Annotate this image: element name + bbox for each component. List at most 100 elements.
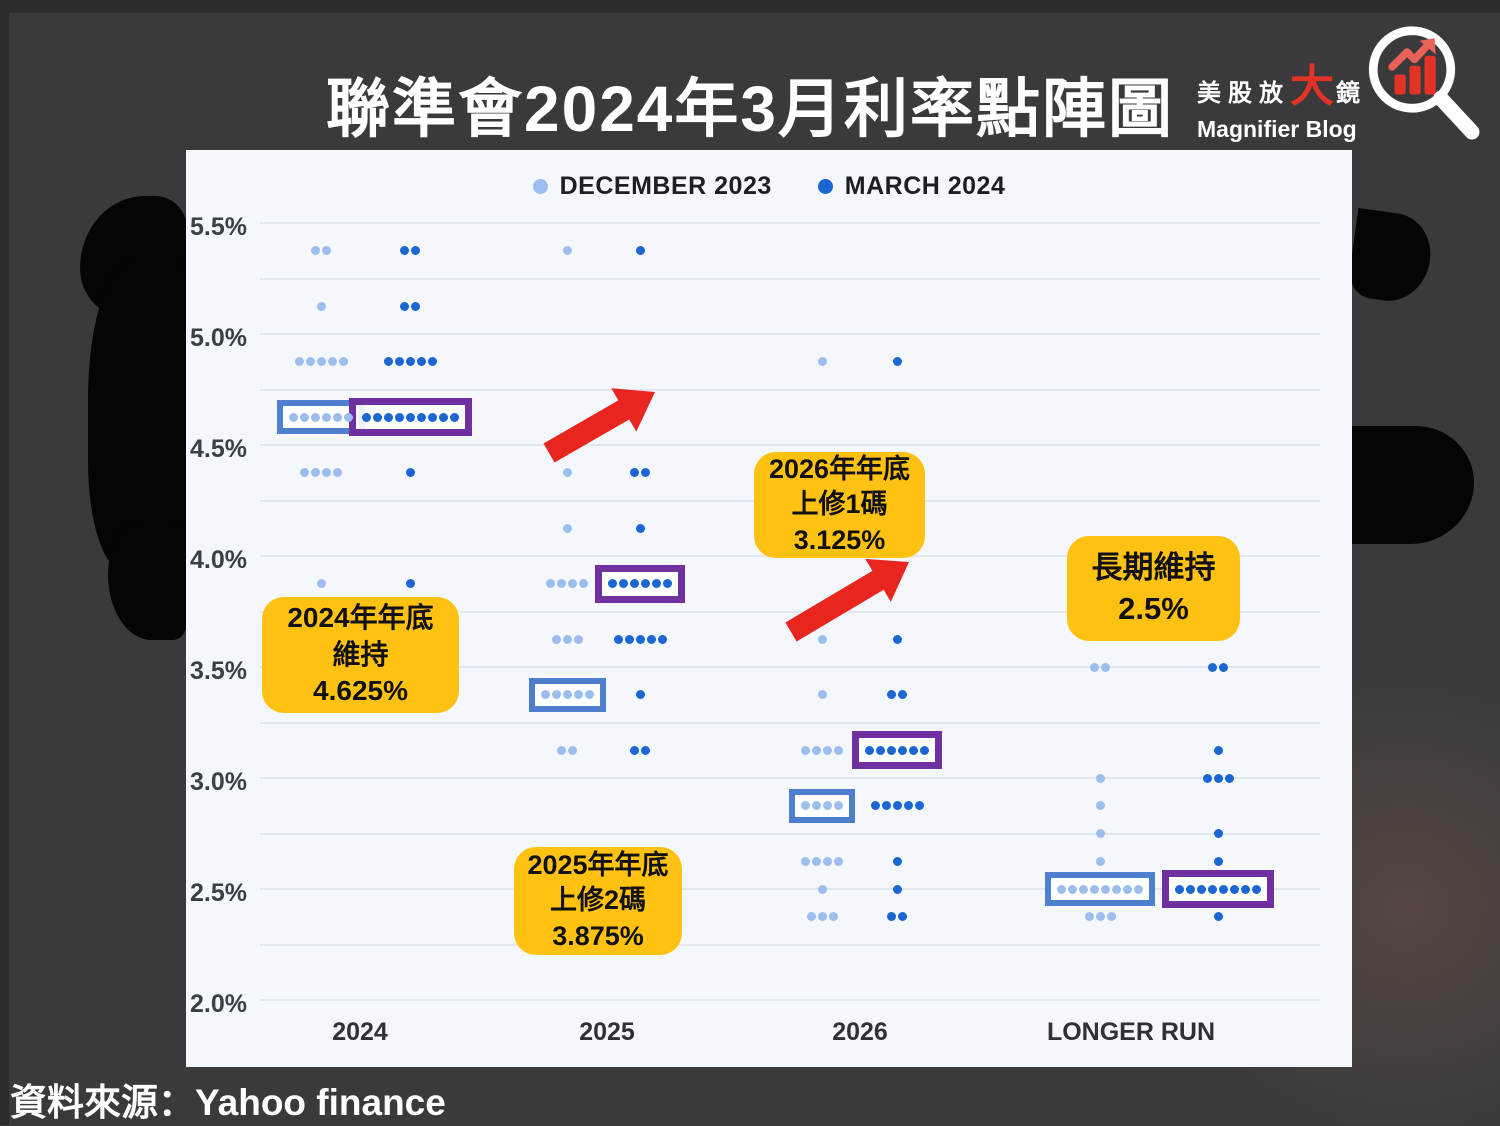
- dot-dec: [316, 579, 326, 589]
- callout-2025: 2025年年底 上修2碼 3.875%: [514, 847, 682, 955]
- dot-dec: [834, 745, 843, 755]
- dot-mar: [1208, 662, 1217, 672]
- dot-mar: [1219, 884, 1228, 894]
- gridline: [260, 333, 1320, 335]
- dot-dec: [568, 579, 577, 589]
- x-axis-category-label: 2026: [832, 1018, 888, 1046]
- gridline: [260, 832, 1320, 835]
- dot-dec: [801, 856, 810, 866]
- dot-dec: [562, 690, 572, 700]
- dot-dec: [1090, 884, 1099, 894]
- callout-line: 2.5%: [1118, 590, 1189, 626]
- dot-dec: [289, 412, 298, 422]
- dot-dec: [1095, 829, 1105, 838]
- dot-mar: [641, 745, 650, 755]
- dot-dec: [546, 579, 555, 589]
- dot-mar: [405, 412, 415, 422]
- dot-mar: [646, 634, 656, 644]
- dot-mar: [630, 579, 639, 589]
- dot-mar: [427, 357, 437, 367]
- logo-accent-char: 大: [1290, 62, 1336, 111]
- dot-mar: [405, 357, 415, 367]
- dot-mar: [898, 745, 907, 755]
- dot-mar: [619, 579, 628, 589]
- dot-dec: [338, 357, 348, 367]
- dot-mar: [892, 357, 902, 367]
- callout-2026: 2026年年底 上修1碼 3.125%: [754, 452, 925, 558]
- dot-mar: [870, 801, 880, 811]
- dot-mar: [635, 523, 645, 533]
- gridline: [260, 777, 1320, 779]
- dot-dec: [344, 412, 353, 422]
- dot-dec: [562, 523, 572, 533]
- dot-mar: [892, 884, 902, 894]
- dot-mar: [909, 745, 918, 755]
- dot-mar: [892, 856, 902, 866]
- background-silhouette-left: [88, 260, 188, 570]
- legend-march-dot-icon: [817, 179, 833, 194]
- dot-mar: [405, 468, 415, 478]
- callout-2024: 2024年年底 維持 4.625%: [262, 597, 459, 713]
- dot-dec: [823, 856, 832, 866]
- dot-mar: [1213, 912, 1223, 922]
- dot-mar: [613, 634, 623, 644]
- dot-mar: [920, 745, 929, 755]
- dot-mar: [383, 357, 393, 367]
- dot-mar: [876, 745, 885, 755]
- dot-mar: [892, 801, 902, 811]
- dot-mar: [383, 412, 393, 422]
- dot-dec: [551, 690, 561, 700]
- callout-line: 3.125%: [793, 524, 886, 555]
- dot-mar: [1175, 884, 1184, 894]
- callout-line: 2024年年底: [287, 602, 434, 634]
- dot-mar: [400, 246, 409, 256]
- dot-dec: [1095, 912, 1105, 922]
- dot-mar: [1252, 884, 1261, 894]
- dot-mar: [624, 634, 634, 644]
- dot-dec: [817, 912, 827, 922]
- background-silhouette-right: [1352, 426, 1474, 544]
- dot-dec: [1079, 884, 1088, 894]
- dot-dec: [1095, 773, 1105, 783]
- dot-mar: [887, 745, 896, 755]
- logo-english-name: Magnifier Blog: [1197, 116, 1357, 142]
- dot-mar: [635, 690, 645, 700]
- site-logo: 美股放大鏡 Magnifier Blog: [1197, 22, 1482, 147]
- dot-dec: [300, 468, 309, 478]
- dot-dec: [562, 468, 572, 478]
- dot-dec: [562, 246, 572, 256]
- dot-mar: [657, 634, 667, 644]
- chart-legend: DECEMBER 2023 MARCH 2024: [186, 172, 1352, 201]
- callout-line: 4.625%: [313, 675, 408, 707]
- gridline: [260, 999, 1320, 1001]
- dot-mar: [1213, 745, 1223, 755]
- y-axis-tick-label: 5.5%: [190, 213, 247, 241]
- dot-dec: [1134, 884, 1143, 894]
- callout-line: 3.875%: [552, 920, 644, 951]
- dot-dec: [806, 912, 816, 922]
- dot-mar: [635, 634, 645, 644]
- dot-dec: [568, 745, 577, 755]
- dot-dec: [1095, 801, 1105, 811]
- dot-dec: [834, 856, 843, 866]
- x-axis-category-label: 2025: [579, 1018, 635, 1046]
- dot-dec: [812, 801, 821, 811]
- dot-dec: [1101, 662, 1110, 672]
- dot-mar: [449, 412, 459, 422]
- dot-mar: [361, 412, 371, 422]
- dot-mar: [630, 468, 639, 478]
- background-silhouette-left: [108, 520, 188, 640]
- legend-december-dot-icon: [532, 179, 548, 194]
- dot-dec: [1095, 856, 1105, 866]
- dot-mar: [1213, 829, 1223, 838]
- callout-line: 長期維持: [1091, 550, 1216, 586]
- dot-mar: [411, 301, 420, 311]
- legend-item-december-2023: DECEMBER 2023: [532, 172, 772, 201]
- dot-dec: [1112, 884, 1121, 894]
- dot-dec: [311, 246, 320, 256]
- dot-mar: [1224, 773, 1234, 783]
- dot-mar: [887, 912, 896, 922]
- logo-text: 美股放大鏡 Magnifier Blog: [1197, 50, 1367, 143]
- x-axis-category-label: LONGER RUN: [1046, 1018, 1216, 1046]
- dot-mar: [1219, 662, 1228, 672]
